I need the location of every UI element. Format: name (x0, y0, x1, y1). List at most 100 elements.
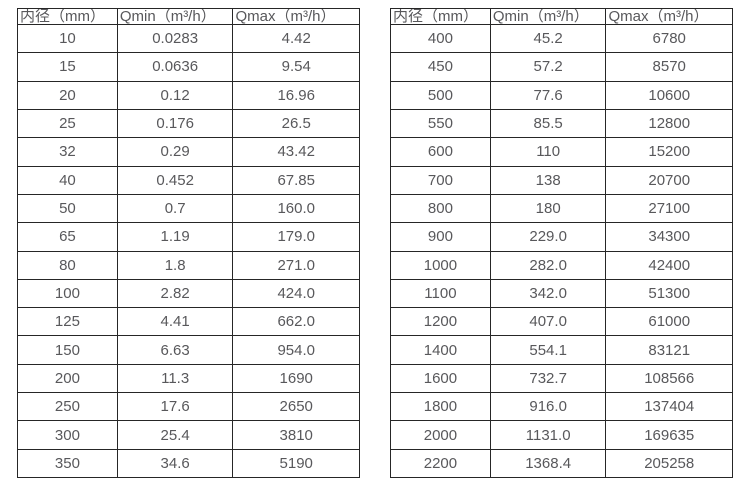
table-cell: 10600 (605, 80, 733, 110)
table-cell: 169635 (605, 420, 733, 450)
table-cell: 600 (390, 137, 491, 167)
table-cell: 32 (17, 137, 118, 167)
table-cell: 77.6 (489, 80, 607, 110)
table-cell: 8570 (605, 52, 733, 82)
table-cell: 25.4 (116, 420, 234, 450)
table-cell: 300 (17, 420, 118, 450)
table-cell: 150 (17, 335, 118, 365)
table-cell: 42400 (605, 250, 733, 280)
table-cell: 0.29 (116, 137, 234, 167)
table-cell: 180 (489, 193, 607, 224)
table-cell: 954.0 (232, 335, 360, 365)
table-cell: 20 (17, 80, 118, 110)
table-cell: 350 (17, 448, 118, 479)
table-cell: 85.5 (489, 108, 607, 139)
table-cell: 0.7 (116, 193, 234, 224)
table-row: 300 25.4 3810 (17, 420, 360, 450)
column-header: Qmax（m³/h） (605, 8, 733, 25)
table-cell: 550 (390, 108, 491, 139)
table-cell: 2000 (390, 420, 491, 450)
table-cell: 108566 (605, 363, 733, 394)
table-row: 1100 342.0 51300 (390, 278, 733, 309)
table-cell: 800 (390, 193, 491, 224)
table-cell: 16.96 (232, 80, 360, 110)
table-row: 20 0.12 16.96 (17, 80, 360, 110)
table-cell: 110 (489, 137, 607, 167)
table-cell: 20700 (605, 165, 733, 195)
table-cell: 282.0 (489, 250, 607, 280)
column-header: Qmax（m³/h） (232, 8, 360, 25)
table-cell: 17.6 (116, 392, 234, 422)
table-cell: 662.0 (232, 307, 360, 337)
table-row: 200 11.3 1690 (17, 363, 360, 394)
table-cell: 9.54 (232, 52, 360, 82)
table-cell: 100 (17, 278, 118, 309)
table-cell: 3810 (232, 420, 360, 450)
table-cell: 1690 (232, 363, 360, 394)
table-cell: 6780 (605, 23, 733, 54)
table-cell: 205258 (605, 448, 733, 479)
table-cell: 1131.0 (489, 420, 607, 450)
table-cell: 1200 (390, 307, 491, 337)
table-row: 40 0.452 67.85 (17, 165, 360, 195)
table-cell: 424.0 (232, 278, 360, 309)
column-header: 内径（mm） (17, 8, 118, 25)
table-cell: 732.7 (489, 363, 607, 394)
table-cell: 34300 (605, 222, 733, 252)
column-header: 内径（mm） (390, 8, 491, 25)
table-row: 350 34.6 5190 (17, 448, 360, 479)
table-cell: 0.452 (116, 165, 234, 195)
table-cell: 160.0 (232, 193, 360, 224)
table-cell: 1400 (390, 335, 491, 365)
table-cell: 450 (390, 52, 491, 82)
table-row: 550 85.5 12800 (390, 108, 733, 139)
table-cell: 700 (390, 165, 491, 195)
table-cell: 61000 (605, 307, 733, 337)
table-row: 1000 282.0 42400 (390, 250, 733, 280)
table-row: 600 110 15200 (390, 137, 733, 167)
table-row: 400 45.2 6780 (390, 23, 733, 54)
column-header: Qmin（m³/h） (489, 8, 607, 25)
table-row: 2000 1131.0 169635 (390, 420, 733, 450)
table-cell: 200 (17, 363, 118, 394)
table-row: 1800 916.0 137404 (390, 392, 733, 422)
table-cell: 179.0 (232, 222, 360, 252)
table-cell: 15200 (605, 137, 733, 167)
table-cell: 50 (17, 193, 118, 224)
table-cell: 2200 (390, 448, 491, 479)
table-cell: 0.176 (116, 108, 234, 139)
table-cell: 137404 (605, 392, 733, 422)
table-row: 450 57.2 8570 (390, 52, 733, 82)
table-cell: 342.0 (489, 278, 607, 309)
table-cell: 2.82 (116, 278, 234, 309)
table-cell: 27100 (605, 193, 733, 224)
column-header: Qmin（m³/h） (116, 8, 234, 25)
table-row: 1600 732.7 108566 (390, 363, 733, 394)
table-cell: 2650 (232, 392, 360, 422)
table-row: 32 0.29 43.42 (17, 137, 360, 167)
table-cell: 1100 (390, 278, 491, 309)
table-cell: 1600 (390, 363, 491, 394)
table-row: 500 77.6 10600 (390, 80, 733, 110)
table-cell: 250 (17, 392, 118, 422)
table-cell: 1000 (390, 250, 491, 280)
table-cell: 4.41 (116, 307, 234, 337)
table-cell: 500 (390, 80, 491, 110)
table-cell: 10 (17, 23, 118, 54)
table-row: 900 229.0 34300 (390, 222, 733, 252)
table-cell: 6.63 (116, 335, 234, 365)
table-cell: 400 (390, 23, 491, 54)
table-cell: 45.2 (489, 23, 607, 54)
table-cell: 34.6 (116, 448, 234, 479)
table-row: 10 0.0283 4.42 (17, 23, 360, 54)
table-cell: 4.42 (232, 23, 360, 54)
table-cell: 138 (489, 165, 607, 195)
table-cell: 229.0 (489, 222, 607, 252)
table-cell: 40 (17, 165, 118, 195)
table-cell: 43.42 (232, 137, 360, 167)
table-cell: 11.3 (116, 363, 234, 394)
table-row: 80 1.8 271.0 (17, 250, 360, 280)
table-cell: 65 (17, 222, 118, 252)
table-row: 150 6.63 954.0 (17, 335, 360, 365)
